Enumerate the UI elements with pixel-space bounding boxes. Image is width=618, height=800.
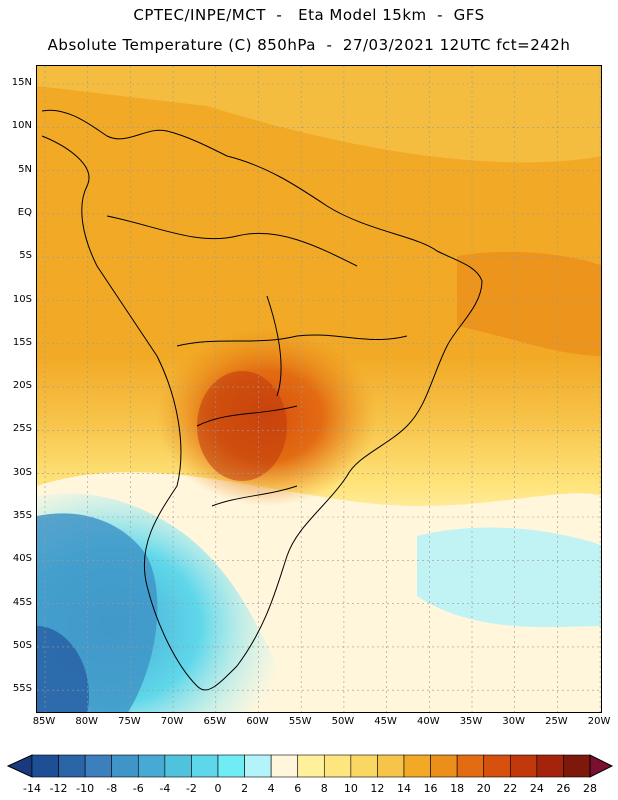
lat-label: 45S [12,596,32,608]
colorbar-swatch [323,754,352,778]
lat-label: 55S [12,683,32,695]
colorbar-label: -8 [106,782,118,795]
colorbar-swatch [270,754,299,778]
colorbar-swatch [58,754,86,778]
coastlines [41,109,483,691]
lat-label: EQ [17,206,32,218]
colorbar-swatch [483,754,511,778]
coldest-core [37,626,89,712]
colorbar-swatch [297,754,325,778]
colorbar-max-arrow [589,754,614,778]
colorbar-label: 4 [267,782,275,795]
colorbar-swatch [377,754,405,778]
lat-label: 10N [11,120,32,132]
colorbar-label: 16 [423,782,438,795]
colorbar-label: 22 [503,782,518,795]
colorbar-label: -10 [76,782,95,795]
lon-label: 35W [459,716,483,727]
colorbar-swatch [509,754,538,778]
colorbar-swatch [456,754,485,778]
colorbar-min-arrow [6,754,33,778]
lon-label: 85W [32,716,56,727]
colorbar-label: 8 [320,782,328,795]
temperature-map [36,65,602,713]
colorbar-swatch [217,754,245,778]
lat-label: 50S [12,639,32,651]
colorbar-swatch [536,754,564,778]
lon-label: 65W [203,716,227,727]
colorbar-label: 14 [397,782,411,795]
colorbar-label: 28 [583,782,597,795]
lat-label: 20S [12,380,32,392]
colorbar [6,754,614,778]
warm-band-atlantic [457,251,601,356]
lon-label: 40W [416,716,440,727]
lon-label: 25W [545,716,568,727]
colorbar-swatch [563,754,591,778]
lat-label: 25S [12,423,32,435]
colorbar-label: -6 [132,782,144,795]
lat-label: 5N [18,163,32,175]
colorbar-swatch [403,754,431,778]
lon-label: 20W [587,716,611,727]
colorbar-swatch [244,754,272,778]
colorbar-label: 12 [370,782,385,795]
lon-label: 60W [246,716,269,727]
colorbar-swatch [350,754,378,778]
map-grid [37,66,601,712]
colorbar-swatch [191,754,219,778]
lon-label: 50W [331,716,355,727]
colorbar-label: -2 [185,782,197,795]
lon-label: 75W [118,716,141,727]
map-title-line2: Absolute Temperature (C) 850hPa - 27/03/… [47,36,571,54]
lon-label: 80W [75,716,98,727]
lat-label: 40S [12,553,32,565]
colorbar-swatch [111,754,139,778]
lat-label: 10S [12,293,32,305]
colorbar-label: -12 [49,782,68,795]
colorbar-label: 18 [450,782,465,795]
map-title-line1: CPTEC/INPE/MCT - Eta Model 15km - GFS [133,6,485,24]
colorbar-label: 6 [294,782,302,795]
lat-label: 5S [19,250,32,262]
lat-label: 35S [12,510,32,521]
colorbar-label: 26 [556,782,571,795]
colorbar-label: -4 [159,782,171,795]
colorbar-label: 2 [241,782,249,795]
colorbar-swatch [84,754,113,778]
cool-patch-atlantic [417,527,601,628]
lat-label: 15N [11,77,32,88]
lon-label: 55W [288,716,312,727]
colorbar-label: -14 [23,782,41,795]
colorbar-swatch [31,754,59,778]
hot-center [197,371,287,481]
lon-label: 70W [160,716,184,727]
colorbar-label: 0 [214,782,222,795]
lon-label: 45W [374,716,397,727]
warm-band-north [37,66,601,163]
colorbar-label: 24 [529,782,544,795]
colorbar-label: 10 [343,782,358,795]
map-canvas [37,66,601,712]
lat-label: 30S [12,466,32,478]
colorbar-swatch [164,754,192,778]
lat-label: 15S [12,336,32,348]
colorbar-swatch [137,754,166,778]
colorbar-label: 20 [476,782,491,795]
colorbar-swatch [430,754,458,778]
lon-label: 30W [502,716,525,727]
